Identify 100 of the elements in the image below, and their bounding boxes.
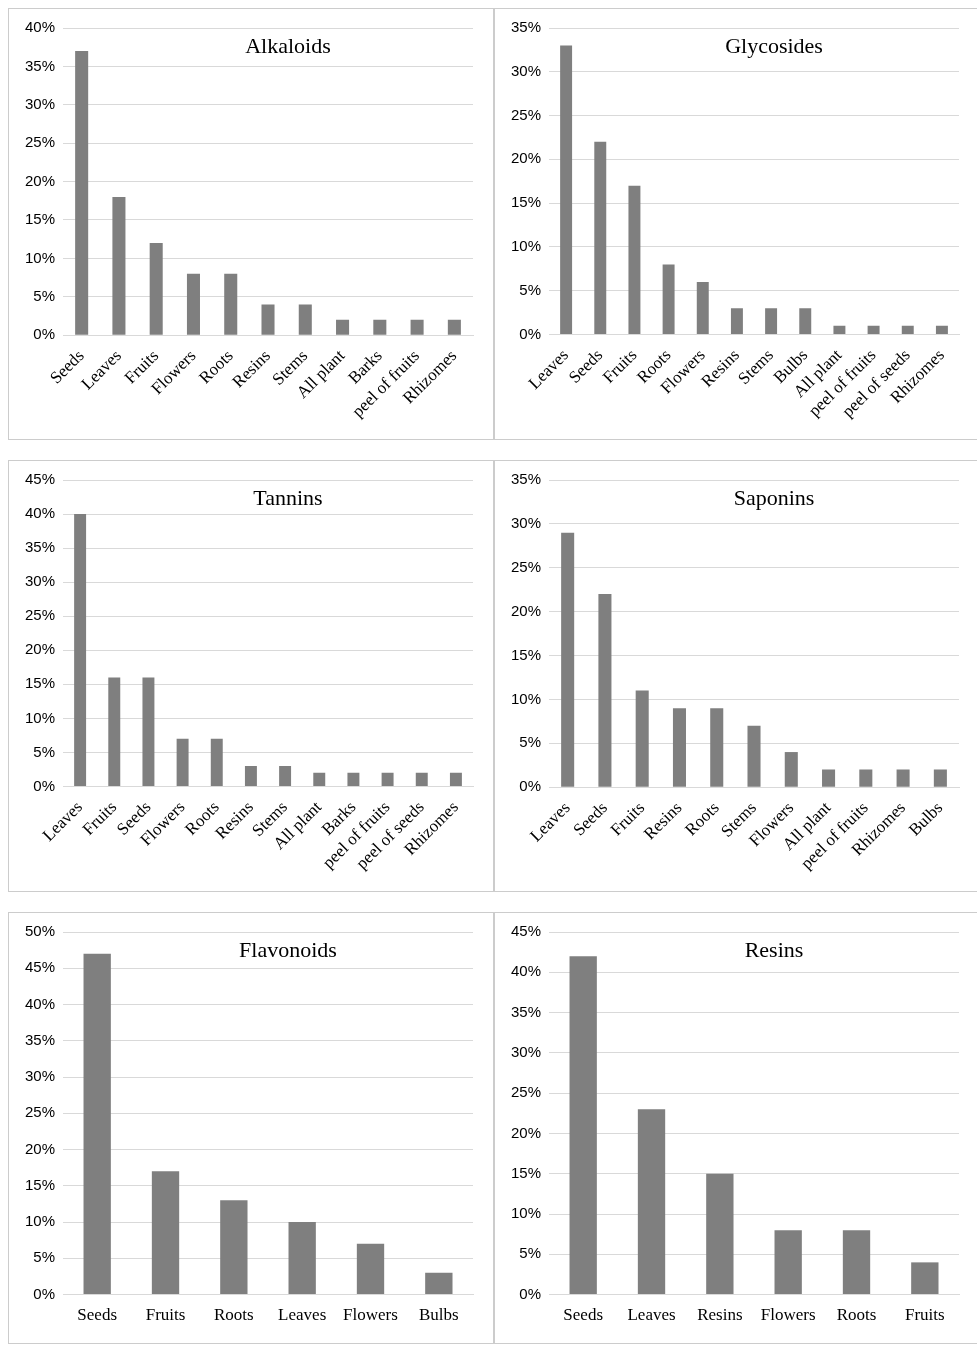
bar (244, 766, 257, 786)
bar (561, 532, 575, 787)
y-tick-label: 25% (510, 557, 542, 575)
y-tick-label: 5% (519, 733, 542, 751)
bar (356, 1243, 385, 1295)
y-tick-label: 40% (24, 504, 56, 522)
bar (560, 45, 573, 334)
x-tick-label: Fruits (904, 1305, 945, 1325)
bar (628, 185, 641, 334)
bar (935, 325, 948, 334)
bar (279, 766, 292, 786)
chart-title: Flavonoids (239, 936, 337, 962)
bar (74, 514, 87, 786)
y-tick-label: 10% (510, 689, 542, 707)
y-tick-label: 15% (510, 645, 542, 663)
y-tick-label: 40% (24, 994, 56, 1012)
bar (112, 196, 126, 335)
y-tick-label: 0% (33, 776, 56, 794)
y-tick-label: 20% (510, 601, 542, 619)
bar (747, 725, 761, 787)
y-tick-label: 0% (519, 1284, 542, 1302)
y-tick-label: 20% (24, 171, 56, 189)
y-tick-label: 0% (519, 777, 542, 795)
y-tick-label: 5% (519, 280, 542, 298)
chart-title: Glycosides (725, 32, 823, 58)
y-tick-label: 15% (24, 210, 56, 228)
y-tick-label: 5% (33, 1248, 56, 1266)
y-tick-label: 40% (24, 18, 56, 36)
bar (637, 1109, 666, 1295)
chart-title: Saponins (733, 484, 815, 510)
bar (447, 319, 461, 335)
x-tick-label: Roots (214, 1305, 254, 1325)
x-tick-label: Fruits (145, 1305, 186, 1325)
bar (598, 594, 612, 787)
y-tick-label: 40% (510, 962, 542, 980)
y-tick-label: 25% (510, 1083, 542, 1101)
bar (569, 956, 597, 1295)
bar (83, 953, 111, 1295)
bar (662, 264, 675, 334)
bar (313, 772, 326, 786)
y-tick-label: 30% (24, 1067, 56, 1085)
y-tick-label: 25% (24, 1103, 56, 1121)
y-tick-label: 15% (24, 674, 56, 692)
chart-title: Tannins (253, 484, 323, 510)
bar (410, 319, 424, 335)
bar (261, 304, 275, 335)
y-tick-label: 45% (24, 470, 56, 488)
bar (288, 1222, 316, 1295)
y-tick-label: 10% (24, 708, 56, 726)
y-tick-label: 5% (33, 286, 56, 304)
bar (867, 325, 880, 334)
y-tick-label: 35% (24, 1030, 56, 1048)
bar (108, 677, 121, 786)
bar (799, 308, 812, 334)
x-tick-label: Seeds (563, 1305, 604, 1325)
bar (765, 308, 778, 334)
bar (784, 752, 798, 787)
bar (151, 1171, 180, 1295)
y-tick-label: 20% (24, 1139, 56, 1157)
bar (142, 677, 155, 786)
y-tick-label: 30% (24, 572, 56, 590)
y-tick-label: 20% (510, 1123, 542, 1141)
bar (298, 304, 312, 335)
bar (224, 273, 238, 335)
bar (594, 141, 607, 334)
bar (220, 1200, 248, 1295)
y-tick-label: 45% (510, 922, 542, 940)
y-tick-label: 0% (33, 1284, 56, 1302)
bar (710, 708, 724, 787)
y-tick-label: 50% (24, 922, 56, 940)
x-tick-label: Roots (836, 1305, 877, 1325)
y-tick-label: 0% (519, 324, 542, 342)
x-tick-label: Seeds (77, 1305, 118, 1325)
bar (833, 325, 846, 334)
bar (706, 1173, 734, 1295)
x-tick-label: Resins (697, 1305, 743, 1325)
bar (449, 772, 462, 786)
x-tick-label: Flowers (343, 1305, 398, 1325)
bar (635, 690, 649, 787)
y-tick-label: 15% (510, 1163, 542, 1181)
y-tick-label: 5% (519, 1244, 542, 1262)
y-tick-label: 25% (510, 105, 542, 123)
y-tick-label: 5% (33, 742, 56, 760)
y-tick-label: 45% (24, 958, 56, 976)
y-tick-label: 10% (24, 1212, 56, 1230)
bar (149, 243, 163, 335)
bar (774, 1230, 802, 1295)
y-tick-label: 10% (510, 1204, 542, 1222)
bar (347, 772, 360, 786)
y-tick-label: 35% (510, 1002, 542, 1020)
bar (415, 772, 428, 786)
bar (730, 308, 743, 334)
bar (336, 319, 350, 335)
bar (381, 772, 394, 786)
bar (672, 708, 686, 787)
y-tick-label: 20% (24, 640, 56, 658)
y-tick-label: 30% (510, 1043, 542, 1061)
bar (933, 769, 947, 787)
y-tick-label: 20% (510, 149, 542, 167)
bar (901, 325, 914, 334)
